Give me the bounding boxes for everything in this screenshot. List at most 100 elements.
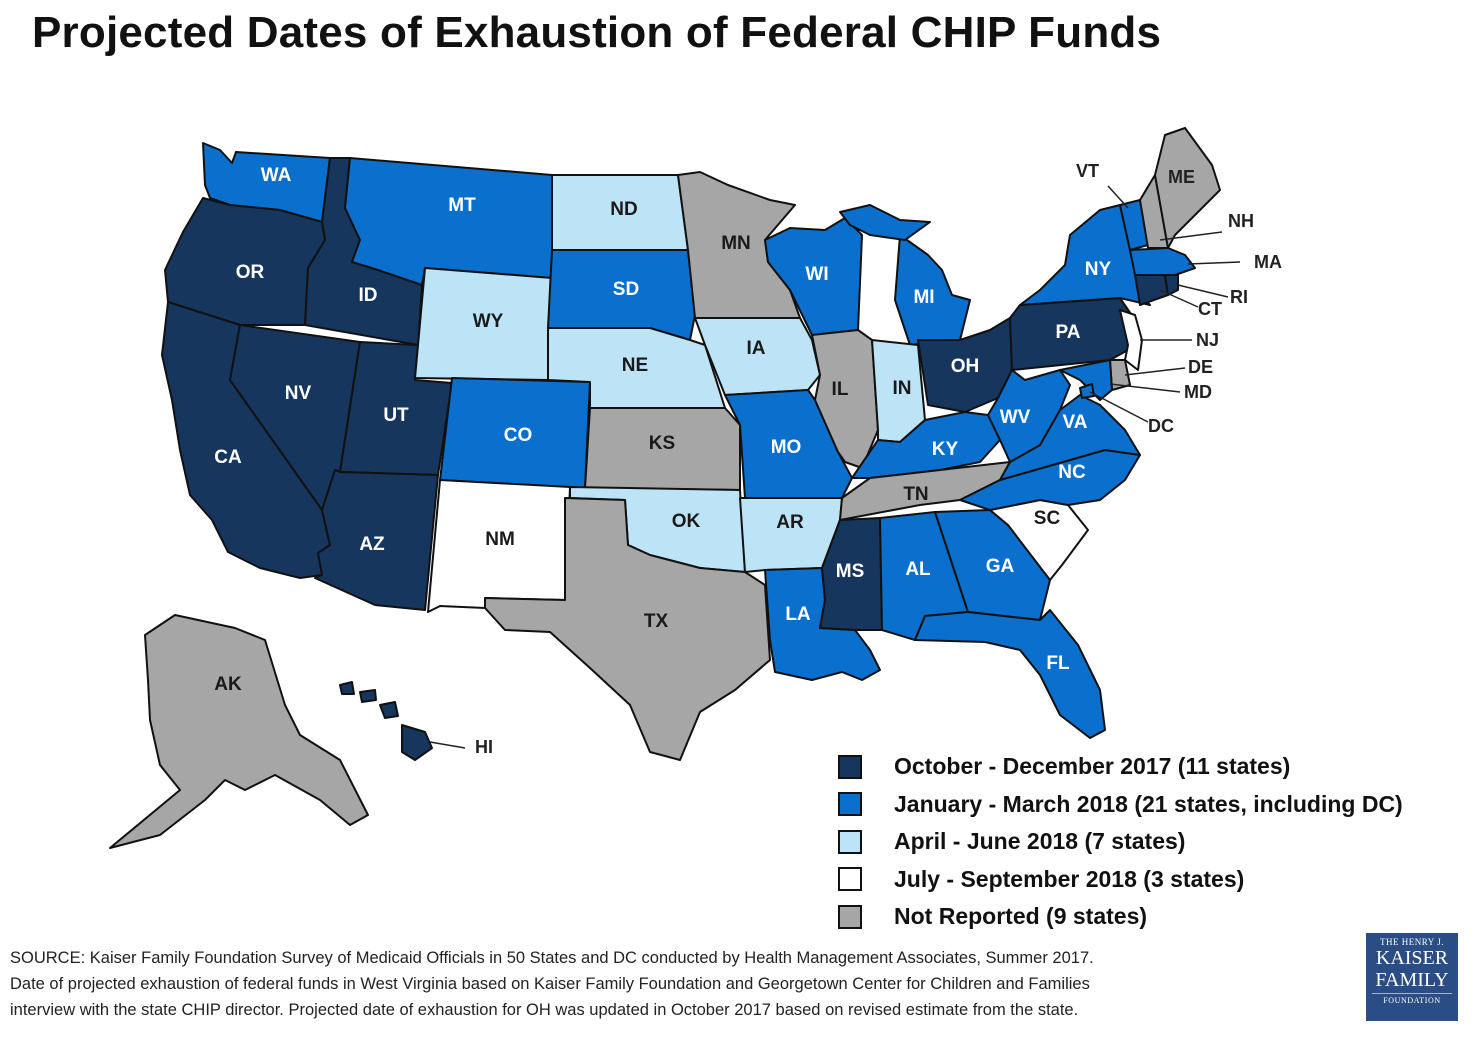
legend-label: January - March 2018 (21 states, includi… (894, 790, 1403, 817)
legend-label: April - June 2018 (7 states) (894, 828, 1186, 855)
label-NJ: NJ (1196, 330, 1219, 350)
label-WI: WI (805, 264, 828, 285)
map-title: Projected Dates of Exhaustion of Federal… (32, 8, 1162, 57)
label-MT: MT (448, 195, 476, 216)
state-HI (359, 689, 377, 703)
label-MO: MO (771, 437, 802, 458)
label-NV: NV (285, 383, 312, 404)
label-LA: LA (785, 604, 811, 625)
state-FL (914, 609, 1106, 739)
leader-lines (429, 185, 1241, 749)
label-IA: IA (747, 338, 766, 359)
label-AZ: AZ (359, 534, 385, 555)
legend-label: July - September 2018 (3 states) (894, 865, 1245, 892)
label-TX: TX (644, 611, 669, 632)
logo-line: FAMILY (1375, 969, 1449, 991)
state-MD (1059, 359, 1113, 401)
state-MA (1129, 247, 1196, 276)
state-TX (484, 497, 771, 761)
label-WY: WY (473, 311, 504, 332)
label-OR: OR (236, 262, 265, 283)
source-line: Date of projected exhaustion of federal … (10, 975, 1090, 993)
label-NC: NC (1058, 462, 1086, 483)
label-NY: NY (1085, 259, 1112, 280)
legend: October - December 2017 (11 states) Janu… (838, 748, 1403, 936)
label-CT: CT (1198, 299, 1222, 319)
label-MI: MI (913, 287, 934, 308)
label-CA: CA (214, 447, 242, 468)
state-IA (694, 317, 821, 396)
label-OK: OK (672, 511, 701, 532)
label-NE: NE (622, 355, 648, 376)
state-MI (894, 234, 971, 346)
label-ME: ME (1168, 167, 1195, 187)
label-IN: IN (893, 378, 912, 399)
state-HI (401, 724, 433, 761)
label-KS: KS (649, 433, 675, 454)
label-HI: HI (475, 737, 493, 757)
label-UT: UT (383, 405, 409, 426)
logo-line: FOUNDATION (1372, 993, 1452, 1005)
state-RI (1164, 274, 1179, 296)
legend-swatch (838, 904, 862, 929)
label-CO: CO (504, 425, 533, 446)
label-MD: MD (1184, 382, 1212, 402)
state-CT (1134, 274, 1169, 306)
state-AZ (314, 469, 439, 611)
label-WV: WV (1000, 407, 1031, 428)
label-RI: RI (1230, 287, 1248, 307)
state-DC (1079, 383, 1095, 399)
legend-item: January - March 2018 (21 states, includi… (838, 786, 1403, 824)
source-line: interview with the state CHIP director. … (10, 1001, 1079, 1019)
state-IL (811, 329, 879, 469)
label-OH: OH (951, 356, 980, 377)
label-IL: IL (832, 379, 849, 400)
label-GA: GA (986, 556, 1015, 577)
state-labels: WA OR CA ID NV UT AZ MT WY CO NM ND SD N… (214, 165, 1111, 695)
state-MI-up (839, 204, 931, 241)
label-DE: DE (1188, 357, 1213, 377)
state-WV (987, 369, 1071, 463)
legend-item: Not Reported (9 states) (838, 898, 1403, 936)
label-ID: ID (359, 285, 378, 306)
label-SD: SD (613, 279, 639, 300)
label-WA: WA (261, 165, 292, 186)
label-AK: AK (214, 674, 242, 695)
legend-item: April - June 2018 (7 states) (838, 823, 1403, 861)
logo-line: THE HENRY J. (1380, 937, 1444, 947)
legend-swatch (838, 754, 862, 779)
label-PA: PA (1056, 322, 1081, 343)
label-KY: KY (932, 439, 959, 460)
source-line: SOURCE: Kaiser Family Foundation Survey … (10, 949, 1094, 967)
label-NM: NM (485, 529, 515, 550)
label-NH: NH (1228, 211, 1254, 231)
label-MA: MA (1254, 252, 1282, 272)
logo-line: KAISER (1375, 947, 1449, 969)
state-HI (339, 681, 355, 695)
label-VA: VA (1063, 412, 1088, 433)
label-FL: FL (1046, 653, 1070, 674)
label-MS: MS (836, 561, 865, 582)
state-HI (379, 701, 399, 719)
label-AR: AR (776, 512, 804, 533)
label-TN: TN (903, 484, 928, 505)
legend-label: October - December 2017 (11 states) (894, 753, 1291, 780)
state-WI (764, 217, 863, 336)
label-DC: DC (1148, 416, 1174, 436)
state-ME (1154, 127, 1221, 249)
state-KS (584, 407, 741, 491)
label-VT: VT (1076, 161, 1099, 181)
legend-swatch (838, 867, 862, 892)
label-ND: ND (610, 199, 637, 220)
state-AK (109, 614, 369, 849)
source-note: SOURCE: Kaiser Family Foundation Survey … (10, 945, 1360, 1023)
label-MN: MN (721, 233, 751, 254)
kff-logo: THE HENRY J. KAISER FAMILY FOUNDATION (1366, 933, 1458, 1021)
legend-label: Not Reported (9 states) (894, 903, 1148, 930)
legend-item: July - September 2018 (3 states) (838, 861, 1403, 899)
state-NJ (1119, 309, 1143, 371)
legend-item: October - December 2017 (11 states) (838, 748, 1403, 786)
label-SC: SC (1034, 508, 1061, 529)
legend-swatch (838, 829, 862, 854)
